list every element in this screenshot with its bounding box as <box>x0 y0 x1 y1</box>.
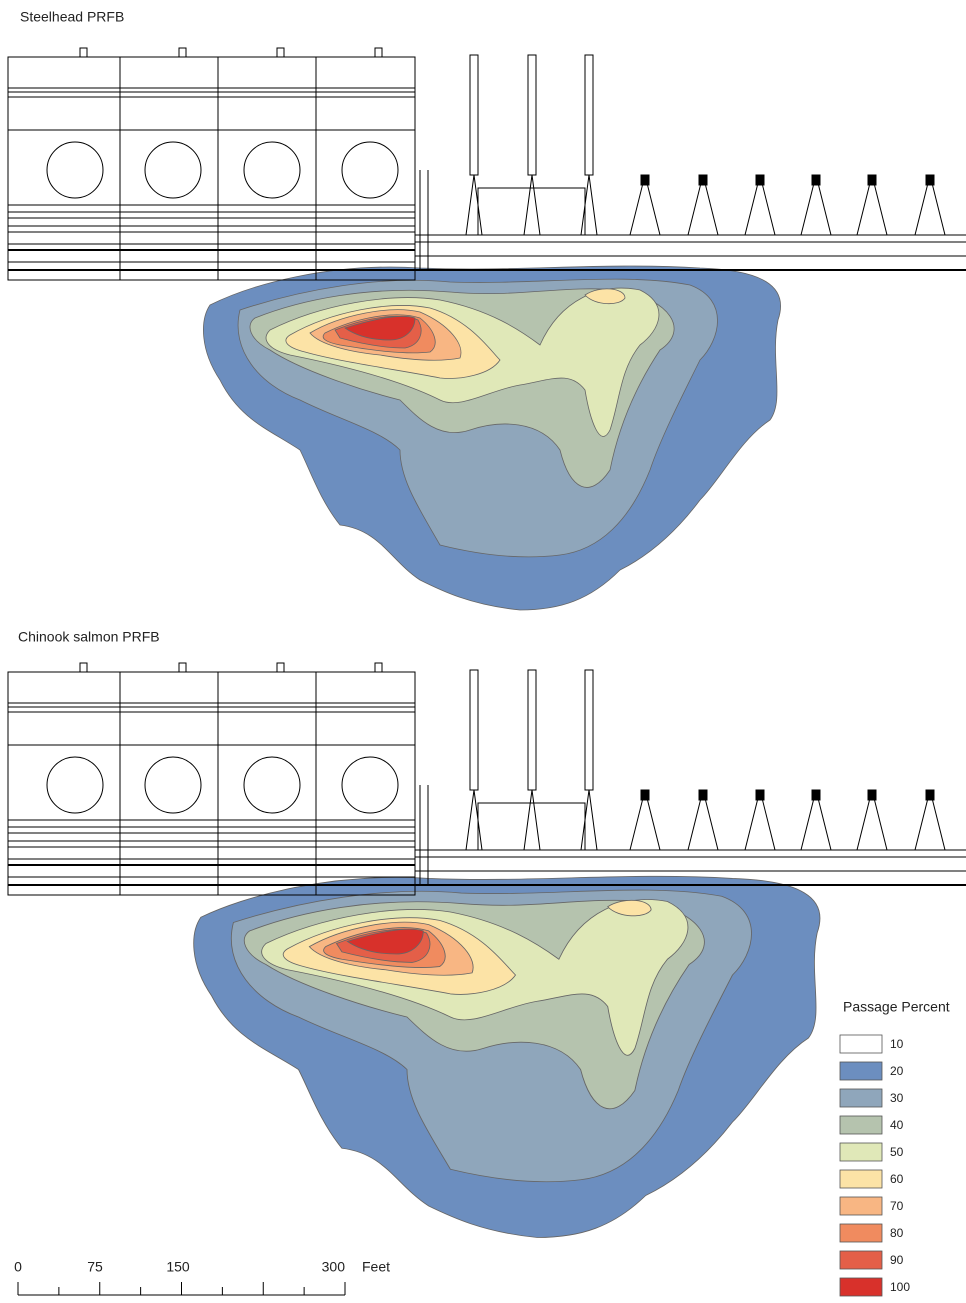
legend-swatch <box>839 1034 883 1054</box>
legend-swatch <box>839 1142 883 1162</box>
scale-label: 75 <box>87 1259 103 1275</box>
legend-label: 10 <box>890 1037 904 1051</box>
legend-label: 50 <box>890 1145 904 1159</box>
legend-swatch <box>839 1223 883 1243</box>
panel-title: Chinook salmon PRFB <box>18 629 160 645</box>
panel-title: Steelhead PRFB <box>20 9 124 25</box>
legend-label: 30 <box>890 1091 904 1105</box>
scale-label: 300 <box>322 1259 346 1275</box>
contour-map <box>203 265 782 611</box>
dam-drawing <box>7 47 966 281</box>
legend-label: 80 <box>890 1226 904 1240</box>
scale-label: 150 <box>166 1259 190 1275</box>
scale-unit: Feet <box>362 1259 390 1275</box>
legend-swatch <box>839 1277 883 1297</box>
dam-drawing <box>7 662 966 896</box>
legend-label: 70 <box>890 1199 904 1213</box>
legend-title: Passage Percent <box>843 999 950 1015</box>
legend-swatch <box>839 1250 883 1270</box>
legend-label: 20 <box>890 1064 904 1078</box>
legend-swatch <box>839 1169 883 1189</box>
legend-swatch <box>839 1196 883 1216</box>
legend-label: 90 <box>890 1253 904 1267</box>
legend-swatch <box>839 1088 883 1108</box>
legend-swatch <box>839 1061 883 1081</box>
legend-label: 40 <box>890 1118 904 1132</box>
scale-label: 0 <box>14 1259 22 1275</box>
legend-label: 60 <box>890 1172 904 1186</box>
legend-swatch <box>839 1115 883 1135</box>
legend-label: 100 <box>890 1280 910 1294</box>
contour-map <box>193 875 821 1238</box>
